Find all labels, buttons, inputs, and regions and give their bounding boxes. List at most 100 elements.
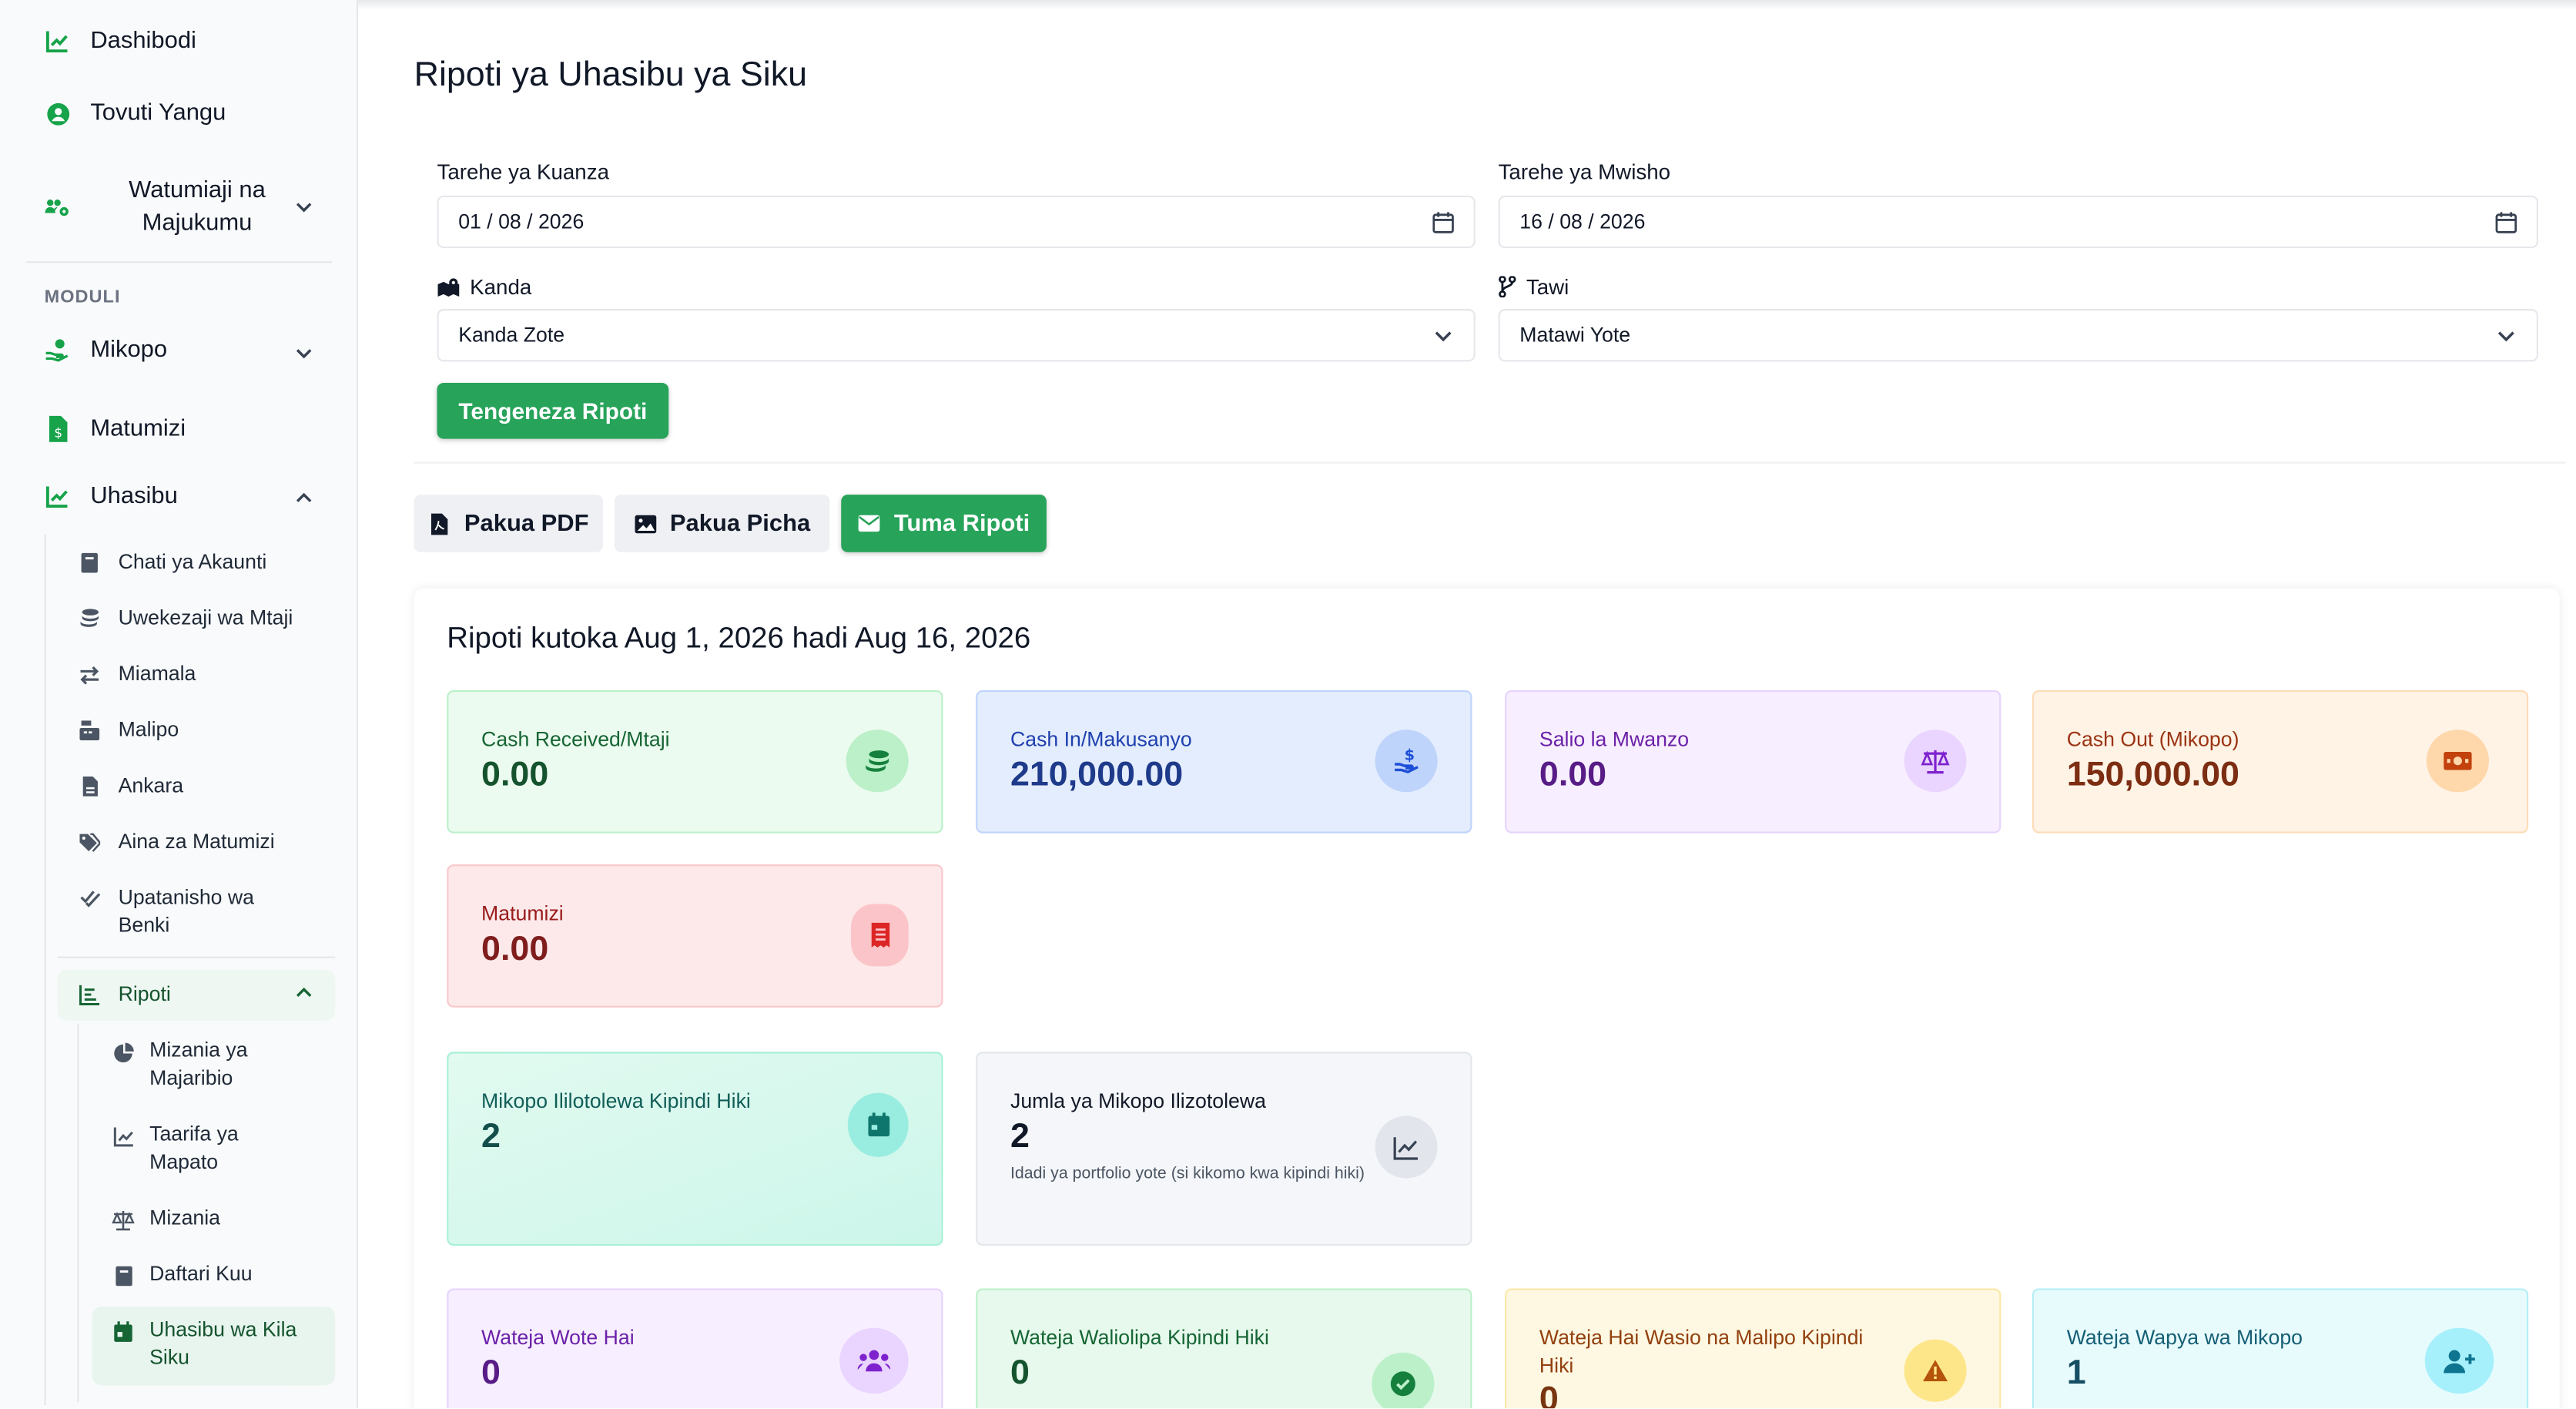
sidebar-subitem-reports-highlight	[57, 969, 336, 1021]
sidebar-divider	[57, 956, 336, 958]
sidebar-item-profile[interactable]: Tovuti Yangu	[45, 100, 226, 126]
download-image-button[interactable]: Pakua Picha	[614, 495, 830, 552]
chart-line-icon	[1375, 1115, 1438, 1179]
branch-select-value: Matawi Yote	[1519, 324, 1631, 347]
sidebar-item-label: Matumizi	[90, 415, 186, 442]
chevron-up-icon[interactable]	[294, 983, 314, 1003]
calendar-icon[interactable]	[1432, 212, 1454, 233]
card-value: 0	[1539, 1380, 1559, 1409]
generate-report-button[interactable]: Tengeneza Ripoti	[437, 383, 669, 439]
sidebar-subitem-payments[interactable]: Malipo	[79, 716, 179, 744]
envelope-icon	[858, 512, 881, 535]
calendar-icon	[847, 1092, 909, 1157]
sidebar-subitem-capital-investment[interactable]: Uwekezaji wa Mtaji	[79, 605, 293, 632]
sidebar-item-users-roles[interactable]: Watumiaji na Majukumu	[45, 174, 288, 240]
card-value: 0.00	[1539, 756, 1607, 794]
card-loans-period: Mikopo Ililotolewa Kipindi Hiki 2	[447, 1052, 943, 1246]
branch-label-text: Tawi	[1526, 274, 1569, 300]
sidebar-subitem-expense-types[interactable]: Aina za Matumizi	[79, 828, 275, 856]
sidebar-item-loans[interactable]: Mikopo	[45, 337, 167, 363]
sidebar-subitem-transactions[interactable]: Miamala	[79, 661, 196, 689]
svg-text:$: $	[1404, 748, 1414, 764]
sidebar-subitem-bank-reconciliation[interactable]: Upatanisho wa Benki	[79, 884, 283, 941]
sidebar-subitem-income-statement[interactable]: Taarifa ya Mapato	[112, 1121, 281, 1177]
card-active-clients: Wateja Wote Hai 0	[447, 1288, 943, 1409]
card-value: 1	[2066, 1354, 2086, 1392]
file-invoice-icon	[79, 776, 100, 797]
card-new-loan-clients: Wateja Wapya wa Mikopo 1	[2032, 1288, 2529, 1409]
branch-select[interactable]: Matawi Yote	[1498, 309, 2538, 362]
subitem-label: Malipo	[118, 718, 179, 742]
sidebar-subitem-trial-balance[interactable]: Mizania ya Majaribio	[112, 1037, 297, 1093]
chart-line-icon	[45, 28, 71, 54]
sidebar-item-label: Dashibodi	[90, 28, 196, 55]
calendar-day-icon	[112, 1320, 135, 1343]
branch-label: Tawi	[1499, 274, 1569, 299]
sidebar-subitem-invoices[interactable]: Ankara	[79, 773, 183, 800]
chevron-up-icon[interactable]	[294, 488, 314, 508]
scale-balanced-icon	[1904, 730, 1967, 793]
card-label: Wateja Wapya wa Mikopo	[2066, 1326, 2303, 1350]
top-shadow	[358, 0, 2576, 10]
card-value: 0	[1010, 1354, 1030, 1392]
sidebar-item-expenses[interactable]: $ Matumizi	[45, 415, 186, 442]
start-date-label: Tarehe ya Kuanza	[437, 159, 610, 184]
sidebar-subitem-daily-accounting[interactable]: Uhasibu wa Kila Siku	[112, 1317, 313, 1373]
card-paying-clients: Wateja Waliolipa Kipindi Hiki 0	[976, 1288, 1472, 1409]
send-report-button[interactable]: Tuma Ripoti	[841, 495, 1047, 552]
file-invoice-dollar-icon: $	[45, 415, 71, 442]
money-bill-icon	[2426, 730, 2489, 793]
hand-holding-dollar-icon: $	[1375, 730, 1438, 793]
sidebar-item-dashboard[interactable]: Dashibodi	[45, 28, 196, 54]
sidebar-item-label: Watumiaji na Majukumu	[129, 177, 266, 237]
sidebar-subitem-general-ledger[interactable]: Daftari Kuu	[112, 1260, 253, 1288]
sidebar-subitem-reports[interactable]: Ripoti	[79, 981, 171, 1009]
sidebar-item-accounting[interactable]: Uhasibu	[45, 483, 178, 509]
book-icon	[112, 1264, 135, 1287]
warning-icon	[1904, 1339, 1967, 1402]
card-label: Wateja Waliolipa Kipindi Hiki	[1010, 1326, 1269, 1350]
zone-select[interactable]: Kanda Zote	[437, 309, 1476, 362]
calendar-icon[interactable]	[2495, 212, 2517, 233]
active-item-highlight	[92, 1306, 336, 1386]
sidebar-subitem-balance-sheet[interactable]: Mizania	[112, 1205, 220, 1233]
end-date-input[interactable]: 16 / 08 / 2026	[1498, 195, 2538, 249]
submenu-guide-line	[77, 1024, 79, 1402]
code-branch-icon	[1499, 276, 1516, 298]
subitem-label: Uhasibu wa Kila Siku	[149, 1317, 297, 1370]
card-label: Wateja Wote Hai	[481, 1326, 635, 1350]
end-date-value: 16 / 08 / 2026	[1519, 210, 1646, 233]
card-note: Idadi ya portfolio yote (si kikomo kwa k…	[1010, 1165, 1365, 1183]
report-title: Ripoti kutoka Aug 1, 2026 hadi Aug 16, 2…	[447, 621, 1031, 655]
chart-bar-icon	[79, 985, 100, 1006]
chevron-down-icon[interactable]	[294, 197, 314, 217]
card-label: Wateja Hai Wasio na Malipo Kipindi Hiki	[1539, 1326, 1864, 1377]
download-pdf-button[interactable]: Pakua PDF	[414, 495, 603, 552]
sidebar-item-label: Tovuti Yangu	[90, 100, 226, 127]
card-nonpaying-clients: Wateja Hai Wasio na Malipo Kipindi Hiki …	[1505, 1288, 2002, 1409]
subitem-label: Mizania	[149, 1206, 221, 1230]
sidebar-subitem-chart-of-accounts[interactable]: Chati ya Akaunti	[79, 549, 266, 577]
sidebar-item-label: Mikopo	[90, 337, 168, 364]
submenu-guide-line	[44, 534, 46, 1405]
card-label: Mikopo Ililotolewa Kipindi Hiki	[481, 1089, 751, 1113]
page-title: Ripoti ya Uhasibu ya Siku	[414, 55, 808, 94]
report-panel: Ripoti kutoka Aug 1, 2026 hadi Aug 16, 2…	[414, 588, 2560, 1409]
receipt-icon	[851, 904, 909, 967]
chart-line-icon	[45, 483, 71, 509]
section-label: MODULI	[44, 287, 121, 307]
card-cash-in: Cash In/Makusanyo 210,000.00 $	[976, 689, 1472, 834]
user-circle-icon	[45, 100, 71, 126]
book-icon	[79, 552, 100, 574]
card-label: Salio la Mwanzo	[1539, 728, 1690, 751]
card-value: 2	[481, 1117, 501, 1156]
subitem-label: Ripoti	[118, 982, 171, 1006]
card-opening-balance: Salio la Mwanzo 0.00	[1505, 689, 2002, 834]
file-pdf-icon	[428, 512, 451, 535]
chevron-down-icon[interactable]	[294, 344, 314, 364]
start-date-input[interactable]: 01 / 08 / 2026	[437, 195, 1476, 249]
coins-icon	[79, 608, 100, 629]
card-label: Cash Received/Mtaji	[481, 728, 670, 751]
subitem-label: Aina za Matumizi	[118, 830, 275, 854]
sidebar-item-label: Uhasibu	[90, 483, 178, 510]
